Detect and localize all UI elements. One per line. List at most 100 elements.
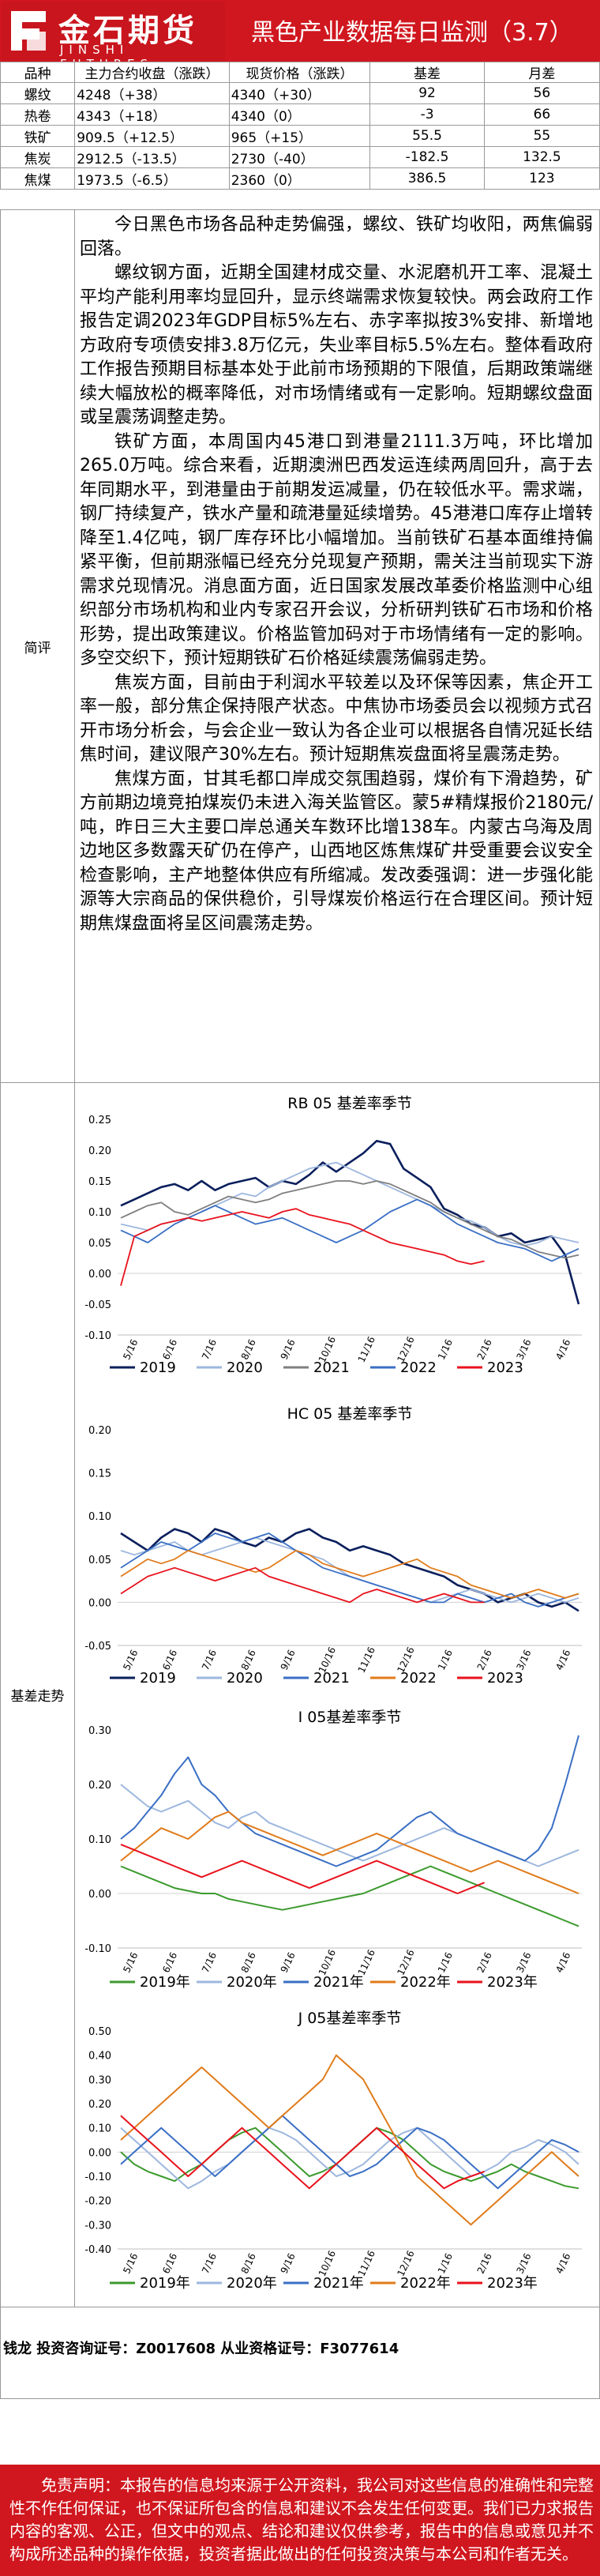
y-tick-label: 0.00 xyxy=(88,1597,111,1609)
table-header-cell: 品种 xyxy=(0,62,76,83)
series-line xyxy=(120,1180,579,1259)
x-tick-label: 7/16 xyxy=(200,2251,219,2275)
x-tick-label: 2/16 xyxy=(475,1648,494,1672)
logo-cn: 金石期货 xyxy=(58,13,197,49)
legend-label: 2020 xyxy=(227,1359,263,1376)
series-line xyxy=(120,1549,579,1599)
table-row: 热卷 4343（+18） 4340（0） -3 66 xyxy=(0,103,600,126)
series-line xyxy=(120,2115,579,2190)
y-tick-label: -0.40 xyxy=(84,2244,111,2256)
legend-label: 2023 xyxy=(487,1359,523,1376)
x-tick-label: 10/16 xyxy=(317,1948,338,1977)
table-cell: -182.5 xyxy=(369,146,485,168)
y-tick-label: 0.20 xyxy=(88,2099,111,2111)
legend-item: 2020年 xyxy=(197,2275,277,2292)
x-tick-label: 4/16 xyxy=(553,2251,572,2275)
comment-text: 今日黑色市场各品种走势偏强，螺纹、铁矿均收阳，两焦偏弱回落。 螺纹钢方面，近期全… xyxy=(80,213,593,936)
y-tick-label: 0.10 xyxy=(88,1511,111,1523)
legend-item: 2020 xyxy=(197,1359,263,1376)
x-tick-label: 9/16 xyxy=(279,1337,298,1361)
comment-paragraph: 铁矿方面，本周国内45港口到港量2111.3万吨，环比增加265.0万吨。综合来… xyxy=(80,431,593,669)
x-tick-label: 1/16 xyxy=(436,1648,455,1672)
table-row: 铁矿 909.5（+12.5） 965（+15） 55.5 55 xyxy=(0,125,600,147)
series-line xyxy=(120,1735,579,1867)
x-tick-label: 6/16 xyxy=(160,1337,179,1361)
table-header-cell: 现货价格（涨跌） xyxy=(228,62,371,83)
y-tick-label: 0.50 xyxy=(88,2026,111,2038)
table-cell: 132.5 xyxy=(483,146,600,168)
table-cell: 909.5（+12.5） xyxy=(74,125,230,147)
y-tick-label: -0.10 xyxy=(84,2172,111,2183)
table-cell: 热卷 xyxy=(0,103,76,126)
i-basis-chart: I 05基差率季节 0.30 0.20 0.10 0.00 -0.10 5/16 6/16 7/… xyxy=(84,1709,582,1991)
table-cell: 铁矿 xyxy=(0,125,76,147)
legend-item: 2022 xyxy=(370,1359,437,1376)
series-line xyxy=(120,1566,485,1604)
y-tick-label: 0.00 xyxy=(88,2147,111,2159)
analyst-info: 钱龙 投资咨询证号：Z0017608 从业资格证号：F3077614 xyxy=(3,2341,399,2357)
x-tick-label: 11/16 xyxy=(356,1645,377,1675)
x-tick-label: 9/16 xyxy=(279,2251,298,2275)
series-line xyxy=(120,1198,579,1262)
j-basis-chart: J 05基差率季节 0.50 0.40 0.30 0.20 0.10 0.00 -0.10 -0… xyxy=(84,2010,582,2292)
x-tick-label: 7/16 xyxy=(200,1950,219,1974)
x-tick-label: 12/16 xyxy=(395,2249,416,2278)
legend-label: 2021 xyxy=(313,1359,350,1376)
comment-paragraph: 今日黑色市场各品种走势偏强，螺纹、铁矿均收阳，两焦偏弱回落。 xyxy=(80,215,593,259)
table-row: 焦炭 2912.5（-13.5） 2730（-40） -182.5 132.5 xyxy=(0,146,600,168)
legend-item: 2020 xyxy=(197,1670,263,1687)
table-cell: -3 xyxy=(369,103,485,126)
table-header-cell: 主力合约收盘（涨跌） xyxy=(74,62,230,83)
table-cell: 焦炭 xyxy=(0,146,76,168)
y-tick-label: -0.20 xyxy=(84,2196,111,2208)
y-tick-label: 0.00 xyxy=(88,1269,111,1280)
y-tick-label: 0.10 xyxy=(88,2123,111,2135)
table-cell: 1973.5（-6.5） xyxy=(74,167,230,190)
table-cell: 123 xyxy=(483,167,600,190)
y-tick-label: 0.15 xyxy=(88,1176,111,1188)
series-line xyxy=(120,1811,579,1894)
table-cell: 92 xyxy=(369,82,485,104)
disclaimer: 免责声明：本报告的信息均来源于公开资料，我公司对这些信息的准确性和完整性不作任何… xyxy=(0,2465,600,2576)
table-cell: 386.5 xyxy=(369,167,485,190)
basis-label: 基差走势 xyxy=(1,1083,75,2307)
table-cell: 4340（0） xyxy=(228,103,371,126)
legend-label: 2022 xyxy=(400,1670,437,1687)
table-cell: 焦煤 xyxy=(0,167,76,190)
table-cell: 2730（-40） xyxy=(228,146,371,168)
x-tick-label: 1/16 xyxy=(436,1337,455,1361)
legend-label: 2019 xyxy=(140,1670,176,1687)
y-tick-label: -0.10 xyxy=(84,1330,111,1342)
legend-item: 2019 xyxy=(110,1670,176,1687)
y-tick-label: 0.30 xyxy=(88,1725,111,1737)
table-cell: 4248（+38） xyxy=(74,82,230,104)
x-tick-label: 8/16 xyxy=(239,1950,258,1974)
x-tick-label: 4/16 xyxy=(553,1337,572,1361)
chart-title: RB 05 基差率季节 xyxy=(287,1095,412,1112)
x-tick-label: 12/16 xyxy=(395,1948,416,1977)
legend-item: 2019年 xyxy=(110,2275,190,2292)
x-tick-label: 7/16 xyxy=(200,1648,219,1672)
table-cell: 55 xyxy=(483,125,600,147)
series-line xyxy=(120,2127,579,2190)
x-tick-label: 8/16 xyxy=(239,1648,258,1672)
legend-label: 2023 xyxy=(487,1670,523,1687)
x-tick-label: 11/16 xyxy=(356,1948,377,1977)
y-tick-label: 0.10 xyxy=(88,1207,111,1219)
x-tick-label: 6/16 xyxy=(160,2251,179,2275)
logo-mark-icon xyxy=(11,11,46,51)
legend-item: 2021 xyxy=(283,1359,350,1376)
x-tick-label: 4/16 xyxy=(553,1648,572,1672)
x-tick-label: 10/16 xyxy=(317,2249,338,2278)
chart-title: J 05基差率季节 xyxy=(298,2010,402,2027)
table-header-cell: 基差 xyxy=(369,62,485,83)
y-tick-label: 0.25 xyxy=(88,1115,111,1126)
legend-label: 2020年 xyxy=(227,2275,277,2292)
x-tick-label: 1/16 xyxy=(436,1950,455,1974)
table-cell: 55.5 xyxy=(369,125,485,147)
logo: 金石期货 JINSHI FUTURES xyxy=(2,2,225,71)
legend-item: 2023年 xyxy=(457,1974,538,1991)
x-tick-label: 5/16 xyxy=(121,1950,140,1974)
x-tick-label: 5/16 xyxy=(121,2251,140,2275)
table-header-row: 品种 主力合约收盘（涨跌） 现货价格（涨跌） 基差 月差 xyxy=(0,62,600,83)
